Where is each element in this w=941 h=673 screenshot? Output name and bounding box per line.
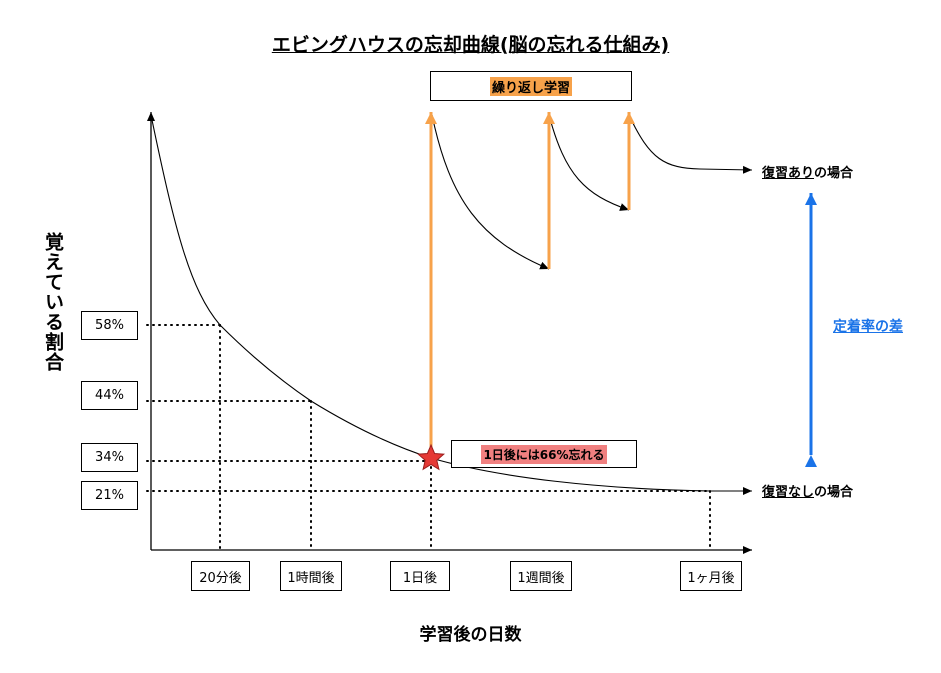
x-tick-20min: 20分後 (191, 561, 250, 591)
forgetting-curve (151, 119, 752, 495)
y-tick-34: 34% (81, 443, 138, 472)
with-review-label-rest: の場合 (814, 166, 854, 181)
with-review-label: 復習ありの場合 (762, 162, 853, 181)
difference-label: 定着率の差 (833, 319, 903, 335)
x-axis-label: 学習後の日数 (419, 625, 522, 645)
x-tick-1week: 1週間後 (510, 561, 572, 591)
review-decay-1 (431, 114, 550, 270)
with-review-label-underlined: 復習あり (762, 166, 815, 181)
without-review-label-underlined: 復習なし (762, 485, 815, 500)
without-review-label: 復習なしの場合 (762, 481, 853, 500)
forget-annotation: 1日後には66%忘れる (451, 440, 637, 468)
review-decay-3 (628, 114, 753, 174)
y-tick-58: 58% (81, 311, 138, 340)
page-title: エビングハウスの忘却曲線(脳の忘れる仕組み) (271, 34, 670, 56)
x-tick-1day: 1日後 (390, 561, 450, 591)
review-banner: 繰り返し学習 (430, 71, 632, 101)
star-icon (416, 443, 446, 471)
x-tick-1month: 1ヶ月後 (680, 561, 742, 591)
review-banner-text: 繰り返し学習 (489, 76, 572, 96)
x-tick-1hour: 1時間後 (280, 561, 342, 591)
y-tick-21: 21% (81, 481, 138, 510)
y-axis-label: 覚えている割合 (42, 232, 64, 372)
without-review-label-rest: の場合 (814, 485, 854, 500)
y-tick-44: 44% (81, 381, 138, 410)
review-decay-2 (548, 114, 630, 211)
forget-annotation-text: 1日後には66%忘れる (481, 444, 607, 464)
